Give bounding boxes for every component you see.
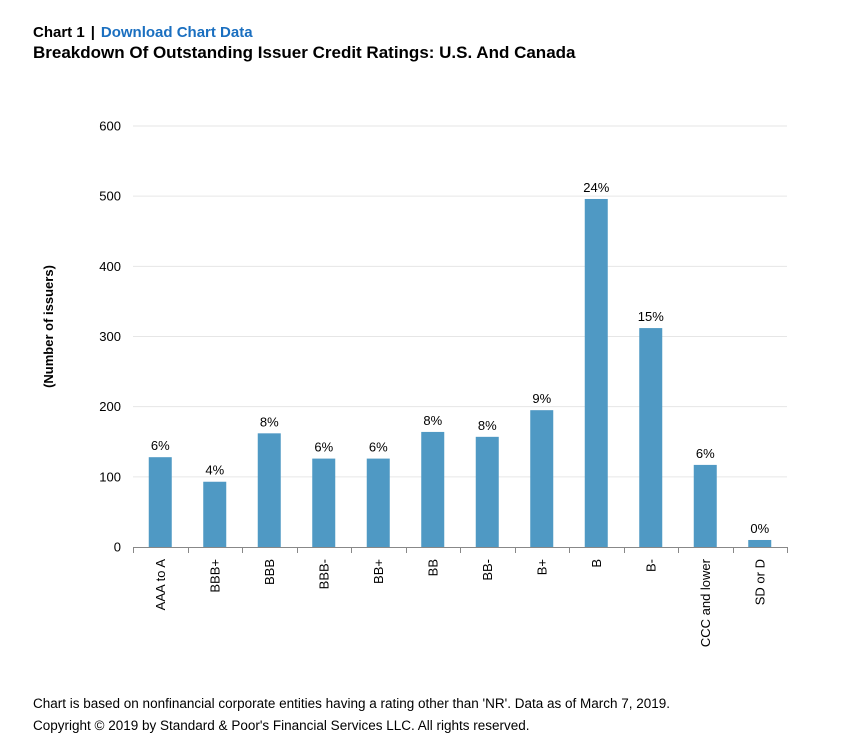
bar-data-label: 6% [151, 438, 170, 453]
bar-data-label: 24% [583, 180, 609, 195]
bar [421, 431, 445, 547]
x-tick-label: B+ [534, 559, 549, 575]
x-tick-label: BB- [480, 559, 495, 581]
bars [148, 198, 772, 547]
bar [475, 436, 499, 547]
y-axis-label: (Number of issuers) [41, 265, 56, 388]
x-tick-label: BBB- [316, 559, 331, 589]
bar [366, 458, 390, 547]
bar [203, 481, 227, 547]
y-tick-label: 600 [99, 119, 121, 134]
chart-label-line: Chart 1 | Download Chart Data [33, 24, 844, 42]
bar-chart: 0 100 200 300 400 500 600 6% 4% 8% 6% 6% 8% 8% 9% 24% 1… [41, 119, 788, 647]
download-chart-data-link[interactable]: Download Chart Data [100, 24, 253, 41]
bar-data-label: 4% [205, 463, 224, 478]
header-separator: | [90, 24, 95, 41]
x-tick-label: B [589, 559, 604, 568]
x-tick-label: BBB+ [207, 559, 222, 593]
y-tick-label: 200 [99, 399, 121, 414]
footer-copyright: Copyright © 2019 by Standard & Poor's Fi… [33, 718, 530, 733]
bar [639, 328, 663, 547]
bar [748, 539, 772, 547]
chart-header: Chart 1 | Download Chart Data Breakdown Of… [33, 24, 844, 64]
y-tick-label: 0 [114, 540, 121, 555]
bar [530, 410, 554, 547]
bar [148, 457, 172, 547]
bar [257, 433, 281, 547]
y-tick-label: 100 [99, 469, 121, 484]
footer-note: Chart is based on nonfinancial corporate… [33, 696, 671, 711]
bar [584, 198, 608, 547]
bar-data-label: 8% [478, 418, 497, 433]
y-tick-label: 500 [99, 189, 121, 204]
bar [693, 464, 717, 547]
bar-data-label: 6% [696, 446, 715, 461]
x-axis: AAA to A BBB+ BBB BBB- BB+ BB BB- B+ B B- CCC and … [133, 547, 788, 647]
x-tick-label: BB+ [371, 559, 386, 584]
bar-data-label: 6% [369, 440, 388, 455]
x-tick-label: B- [643, 559, 658, 572]
bar-data-label: 8% [260, 414, 279, 429]
y-tick-label: 300 [99, 329, 121, 344]
x-tick-label: SD or D [752, 559, 767, 605]
x-tick-label: BBB [262, 559, 277, 585]
chart-title: Breakdown Of Outstanding Issuer Credit R… [33, 43, 576, 62]
y-axis: 0 100 200 300 400 500 600 [99, 119, 121, 555]
gridlines [133, 125, 787, 478]
x-tick-label: BB [425, 559, 440, 576]
x-tick-label: AAA to A [153, 559, 168, 611]
bar-data-label: 6% [314, 440, 333, 455]
bar-data-label: 15% [638, 309, 664, 324]
y-tick-label: 400 [99, 259, 121, 274]
bar-data-label: 9% [532, 391, 551, 406]
bar-data-label: 8% [423, 413, 442, 428]
chart-footer: Chart is based on nonfinancial corporate… [33, 693, 670, 737]
data-labels: 6% 4% 8% 6% 6% 8% 8% 9% 24% 15% 6% 0% [151, 180, 770, 536]
bar-data-label: 0% [750, 521, 769, 536]
bar [312, 458, 336, 547]
x-tick-label: CCC and lower [698, 558, 713, 647]
chart-number: Chart 1 [33, 24, 85, 41]
